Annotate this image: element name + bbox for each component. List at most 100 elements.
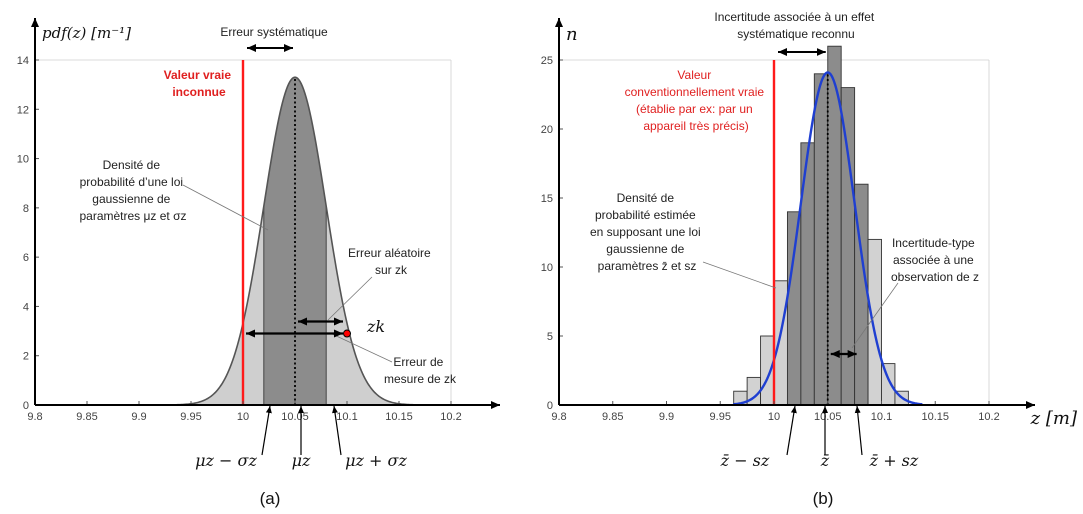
- measurement-error-label: Erreur de mesure de zk: [384, 355, 457, 386]
- density-label-line-1: Densité de: [103, 158, 161, 172]
- conventional-value-label-line-4: appareil très précis): [643, 119, 748, 133]
- minus-s-pointer: [786, 405, 797, 456]
- conventional-value-label-line-2: conventionnellement vraie: [625, 85, 765, 99]
- systematic-uncertainty-label-line-1: Incertitude associée à un effet: [714, 10, 875, 24]
- b-x-tick-label: 10.15: [921, 411, 949, 423]
- true-value-label: Valeur vraie inconnue: [164, 68, 235, 99]
- standard-uncertainty-label-line-1: Incertitude-type: [892, 236, 975, 250]
- b-y-tick-label: 10: [541, 262, 553, 274]
- density-leader-line: [182, 184, 269, 231]
- histogram-bar: [773, 280, 788, 406]
- panel-b-y-axis-label: n: [566, 24, 578, 45]
- standard-uncertainty-leader-line: [851, 282, 899, 349]
- measurement-error-leader-line: [329, 332, 393, 363]
- b-y-tick-label: 15: [541, 193, 553, 205]
- plus-s-label: z̄ + sz: [869, 451, 919, 470]
- b-y-tick-label: 25: [541, 55, 553, 67]
- minus-s-label: z̄ − sz: [720, 451, 770, 470]
- b-x-tick-label: 10: [768, 411, 780, 423]
- panel-a: 9.8 9.85 9.9 9.95 10 10.05 10.1 10.15 10.2 0 2 4 6 8 1…: [17, 18, 500, 508]
- b-y-tick-label: 20: [541, 124, 553, 136]
- estimated-density-label-line-5: paramètres z̄ et sz: [598, 259, 697, 273]
- panel-b-ticks: 9.8 9.85 9.9 9.95 10 10.05 10.1 10.15 10.2 0 5 10 15…: [541, 55, 1000, 423]
- b-y-tick-label: 5: [547, 331, 553, 343]
- a-x-tick-label: 10.15: [385, 411, 413, 423]
- density-label-line-2: probabilité d’une loi: [80, 175, 183, 189]
- histogram-bar: [760, 335, 775, 406]
- plus-sigma-label: μz + σz: [345, 451, 407, 470]
- systematic-error-label: Erreur systématique: [220, 25, 328, 39]
- a-x-tick-label: 10: [237, 411, 249, 423]
- conventional-value-label-line-3: (établie par ex: par un: [636, 102, 753, 116]
- mean-b-label: z̄: [820, 451, 830, 470]
- a-y-tick-label: 12: [17, 104, 29, 116]
- standard-uncertainty-label: Incertitude-type associée à une observat…: [891, 236, 979, 284]
- panel-b-caption: (b): [813, 489, 834, 508]
- b-x-tick-label: 10.05: [814, 411, 842, 423]
- a-y-tick-label: 4: [23, 301, 29, 313]
- conventional-value-label: Valeur conventionnellement vraie (établi…: [625, 68, 768, 133]
- histogram-bar: [813, 73, 829, 406]
- systematic-uncertainty-label: Incertitude associée à un effet systémat…: [714, 10, 877, 41]
- a-x-tick-label: 10.05: [281, 411, 309, 423]
- a-x-tick-label: 9.85: [76, 411, 97, 423]
- b-x-tick-label: 10.1: [871, 411, 892, 423]
- a-x-tick-label: 9.8: [27, 411, 42, 423]
- standard-uncertainty-label-line-3: observation de z: [891, 270, 979, 284]
- b-y-tick-label: 0: [547, 400, 553, 412]
- estimated-density-label-line-4: gaussienne de: [606, 242, 684, 256]
- histogram-bar: [840, 87, 856, 406]
- estimated-density-label: Densité de probabilité estimée en suppos…: [590, 191, 704, 273]
- density-label-line-3: gaussienne de: [92, 192, 170, 206]
- b-x-tick-label: 9.95: [710, 411, 731, 423]
- measurement-error-label-line-1: Erreur de: [393, 355, 443, 369]
- panel-b-x-axis-label: z [m]: [1030, 408, 1078, 429]
- measurement-error-label-line-2: mesure de zk: [384, 372, 457, 386]
- estimated-density-leader-line: [702, 261, 777, 289]
- panel-b-fitted-density-curve: [733, 71, 923, 406]
- b-x-tick-label: 9.8: [551, 411, 566, 423]
- a-y-tick-label: 0: [23, 400, 29, 412]
- random-error-label-line-1: Erreur aléatoire: [348, 246, 431, 260]
- true-value-label-line-2: inconnue: [172, 85, 226, 99]
- systematic-uncertainty-label-line-2: systématique reconnu: [737, 27, 854, 41]
- plus-s-pointer: [854, 405, 863, 456]
- minus-sigma-pointer: [261, 405, 272, 456]
- density-label: Densité de probabilité d’une loi gaussie…: [79, 158, 186, 223]
- a-y-tick-label: 2: [23, 351, 29, 363]
- density-label-line-4: paramètres μz et σz: [79, 209, 186, 223]
- b-x-tick-label: 9.9: [659, 411, 674, 423]
- a-x-tick-label: 10.2: [440, 411, 461, 423]
- true-value-label-line-1: Valeur vraie: [164, 68, 232, 82]
- panel-b: 9.8 9.85 9.9 9.95 10 10.05 10.1 10.15 10.2 0 5 10 15…: [541, 10, 1078, 508]
- random-error-leader-line: [327, 276, 373, 321]
- a-y-tick-label: 6: [23, 252, 29, 264]
- panel-a-density-curve: [170, 76, 420, 406]
- zk-label: zk: [366, 317, 385, 336]
- zk-point: [343, 329, 351, 338]
- estimated-density-label-line-2: probabilité estimée: [595, 208, 696, 222]
- mean-label: μz: [292, 451, 311, 470]
- minus-sigma-label: μz − σz: [195, 451, 257, 470]
- conventional-value-label-line-1: Valeur: [677, 68, 711, 82]
- a-y-tick-label: 10: [17, 154, 29, 166]
- a-x-tick-label: 10.1: [336, 411, 357, 423]
- panel-a-y-axis-label: pdf(z) [m⁻¹]: [42, 24, 131, 42]
- estimated-density-label-line-3: en supposant une loi: [590, 225, 701, 239]
- panel-a-caption: (a): [260, 489, 281, 508]
- plus-sigma-pointer: [332, 405, 342, 456]
- a-y-tick-label: 8: [23, 203, 29, 215]
- a-x-tick-label: 9.9: [131, 411, 146, 423]
- a-x-tick-label: 9.95: [180, 411, 201, 423]
- panel-a-ticks: 9.8 9.85 9.9 9.95 10 10.05 10.1 10.15 10.2 0 2 4 6 8 1…: [17, 55, 462, 423]
- b-x-tick-label: 10.2: [978, 411, 999, 423]
- a-y-tick-label: 14: [17, 55, 29, 67]
- random-error-label: Erreur aléatoire sur zk: [348, 246, 434, 277]
- random-error-label-line-2: sur zk: [375, 263, 408, 277]
- histogram-bar: [786, 211, 802, 406]
- standard-uncertainty-label-line-2: associée à une: [893, 253, 974, 267]
- estimated-density-label-line-1: Densité de: [617, 191, 675, 205]
- b-x-tick-label: 9.85: [602, 411, 623, 423]
- panel-b-histogram: [733, 45, 909, 406]
